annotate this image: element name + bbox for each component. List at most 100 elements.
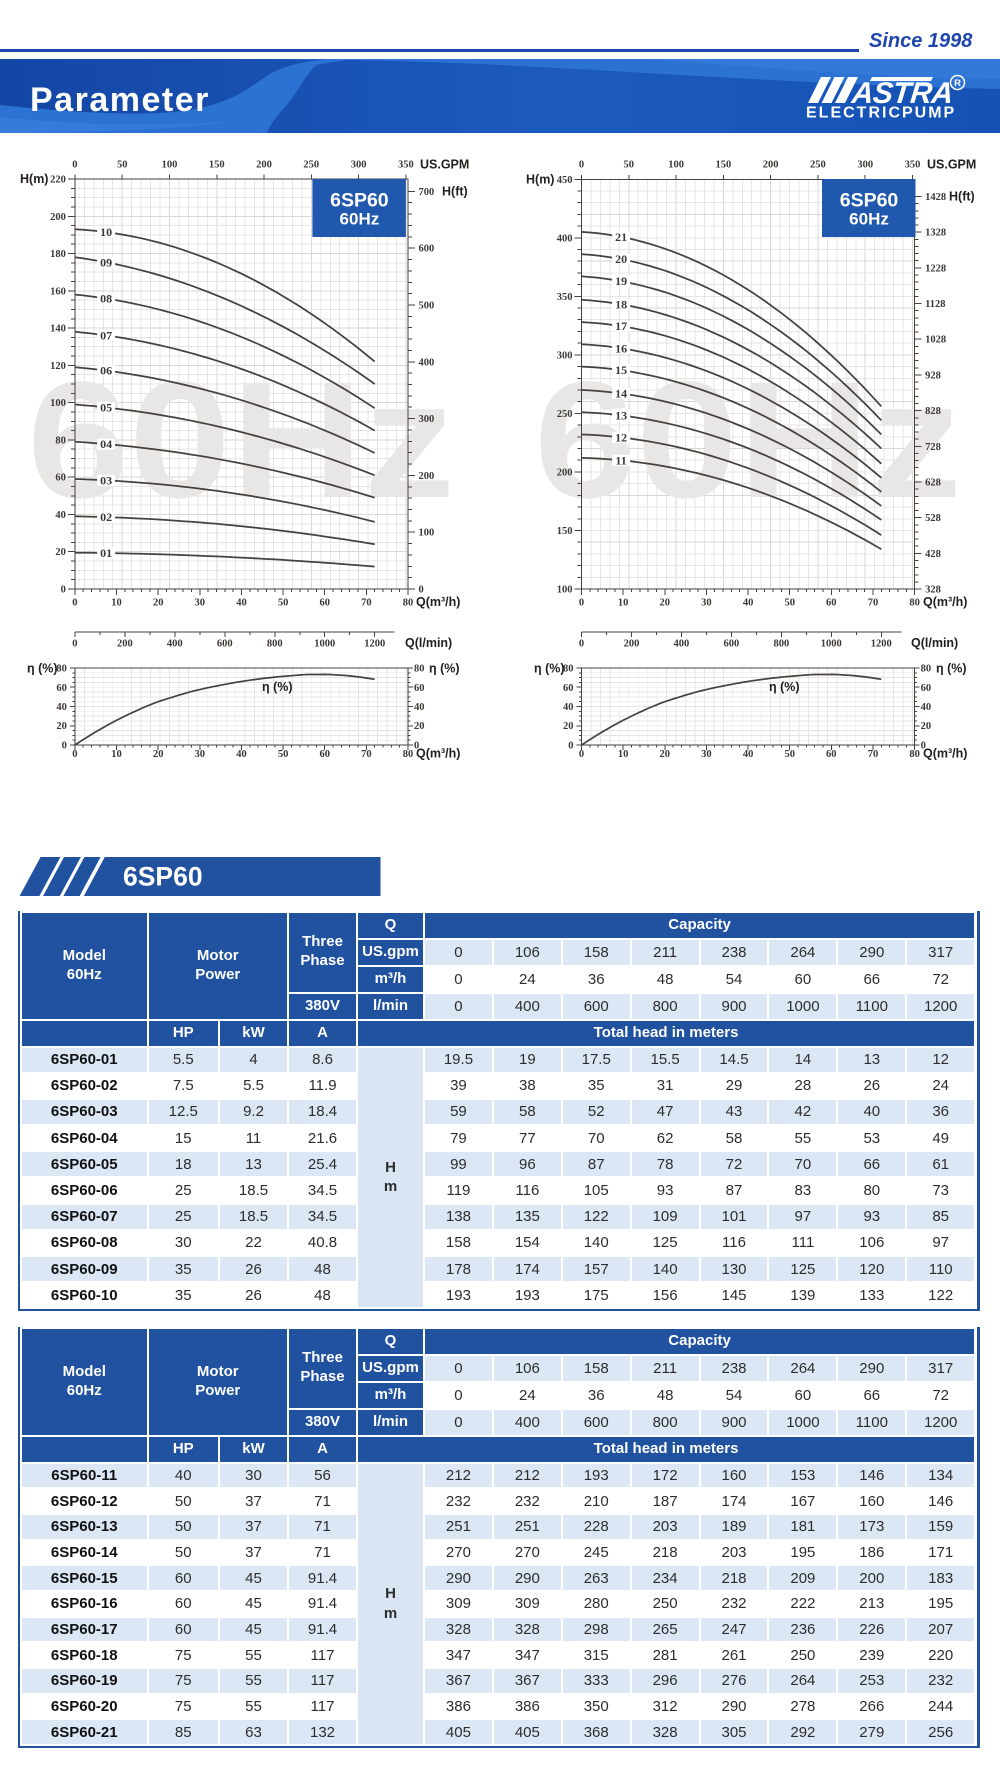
- svg-text:0: 0: [72, 639, 77, 650]
- svg-text:100: 100: [162, 160, 178, 171]
- svg-text:16: 16: [615, 341, 627, 355]
- svg-text:50: 50: [278, 749, 289, 760]
- svg-text:70: 70: [868, 598, 879, 609]
- svg-text:80: 80: [563, 664, 574, 675]
- svg-text:η (%): η (%): [262, 680, 293, 694]
- svg-text:η (%): η (%): [429, 662, 460, 676]
- svg-text:500: 500: [419, 301, 435, 312]
- svg-text:6SP60: 6SP60: [840, 190, 899, 212]
- svg-text:100: 100: [668, 160, 684, 171]
- svg-text:19: 19: [615, 274, 627, 288]
- svg-text:Q(m³/h): Q(m³/h): [923, 595, 967, 609]
- svg-text:40: 40: [921, 702, 932, 713]
- svg-text:80: 80: [414, 664, 425, 675]
- svg-text:80: 80: [56, 664, 67, 675]
- svg-text:250: 250: [810, 160, 826, 171]
- svg-text:160: 160: [50, 286, 66, 297]
- svg-text:20: 20: [660, 598, 671, 609]
- svg-text:80: 80: [909, 598, 920, 609]
- svg-text:30: 30: [195, 598, 206, 609]
- svg-text:150: 150: [716, 160, 732, 171]
- svg-text:400: 400: [557, 233, 573, 244]
- svg-text:1200: 1200: [871, 639, 892, 650]
- svg-text:70: 70: [361, 598, 372, 609]
- svg-text:Parameter: Parameter: [30, 81, 210, 119]
- svg-text:10: 10: [111, 749, 122, 760]
- svg-text:800: 800: [267, 639, 283, 650]
- svg-text:0: 0: [414, 741, 419, 752]
- svg-text:350: 350: [557, 292, 573, 303]
- svg-text:US.GPM: US.GPM: [420, 158, 469, 172]
- svg-text:Q(m³/h): Q(m³/h): [416, 747, 460, 761]
- svg-text:180: 180: [50, 249, 66, 260]
- svg-text:70: 70: [361, 749, 372, 760]
- svg-text:10: 10: [618, 598, 629, 609]
- svg-text:0: 0: [72, 749, 77, 760]
- svg-text:20: 20: [153, 598, 164, 609]
- svg-text:140: 140: [50, 324, 66, 335]
- svg-text:60: 60: [921, 683, 932, 694]
- svg-text:200: 200: [557, 467, 573, 478]
- svg-text:828: 828: [925, 406, 941, 417]
- svg-text:60: 60: [55, 473, 66, 484]
- svg-text:60: 60: [826, 598, 837, 609]
- svg-text:20: 20: [55, 547, 66, 558]
- svg-text:40: 40: [55, 510, 66, 521]
- svg-text:60Hz: 60Hz: [534, 348, 962, 533]
- svg-text:200: 200: [50, 212, 66, 223]
- svg-text:200: 200: [419, 471, 435, 482]
- svg-text:300: 300: [351, 160, 367, 171]
- svg-text:600: 600: [419, 244, 435, 255]
- svg-text:40: 40: [414, 702, 425, 713]
- svg-text:0: 0: [579, 639, 584, 650]
- svg-text:220: 220: [50, 175, 66, 186]
- svg-text:30: 30: [701, 598, 712, 609]
- svg-text:40: 40: [743, 749, 754, 760]
- svg-text:11: 11: [615, 453, 626, 467]
- svg-text:18: 18: [615, 297, 627, 311]
- svg-text:ELECTRICPUMP: ELECTRICPUMP: [806, 105, 956, 122]
- svg-text:17: 17: [615, 319, 627, 333]
- svg-text:1128: 1128: [925, 299, 945, 310]
- svg-text:01: 01: [100, 546, 112, 560]
- svg-text:η (%): η (%): [936, 662, 967, 676]
- svg-text:350: 350: [398, 160, 414, 171]
- svg-text:15: 15: [615, 363, 627, 377]
- svg-text:400: 400: [167, 639, 183, 650]
- svg-text:60: 60: [414, 683, 425, 694]
- svg-text:21: 21: [615, 230, 627, 244]
- svg-text:20: 20: [660, 749, 671, 760]
- svg-text:400: 400: [419, 357, 435, 368]
- svg-text:0: 0: [72, 160, 77, 171]
- svg-text:H(m): H(m): [526, 172, 554, 186]
- svg-text:120: 120: [50, 361, 66, 372]
- svg-text:50: 50: [278, 598, 289, 609]
- svg-text:150: 150: [209, 160, 225, 171]
- svg-text:US.GPM: US.GPM: [927, 158, 976, 172]
- svg-text:80: 80: [403, 598, 414, 609]
- svg-text:6SP60: 6SP60: [330, 190, 389, 212]
- svg-text:60Hz: 60Hz: [849, 210, 889, 229]
- svg-text:60Hz: 60Hz: [340, 210, 380, 229]
- svg-text:0: 0: [62, 741, 67, 752]
- svg-text:300: 300: [557, 350, 573, 361]
- svg-text:150: 150: [557, 526, 573, 537]
- svg-text:0: 0: [419, 585, 424, 596]
- svg-text:60: 60: [56, 683, 67, 694]
- svg-text:Q(l/min): Q(l/min): [911, 636, 958, 650]
- svg-text:0: 0: [921, 741, 926, 752]
- svg-text:30: 30: [195, 749, 206, 760]
- svg-text:R: R: [954, 78, 961, 89]
- svg-text:250: 250: [557, 409, 573, 420]
- svg-text:428: 428: [925, 549, 941, 560]
- svg-text:50: 50: [624, 160, 635, 171]
- svg-text:100: 100: [50, 398, 66, 409]
- svg-text:ASTRA: ASTRA: [849, 77, 954, 110]
- svg-text:20: 20: [921, 721, 932, 732]
- svg-text:350: 350: [905, 160, 921, 171]
- svg-text:400: 400: [674, 639, 690, 650]
- svg-text:250: 250: [303, 160, 319, 171]
- svg-text:03: 03: [100, 473, 112, 487]
- svg-text:07: 07: [100, 328, 112, 342]
- svg-text:200: 200: [763, 160, 779, 171]
